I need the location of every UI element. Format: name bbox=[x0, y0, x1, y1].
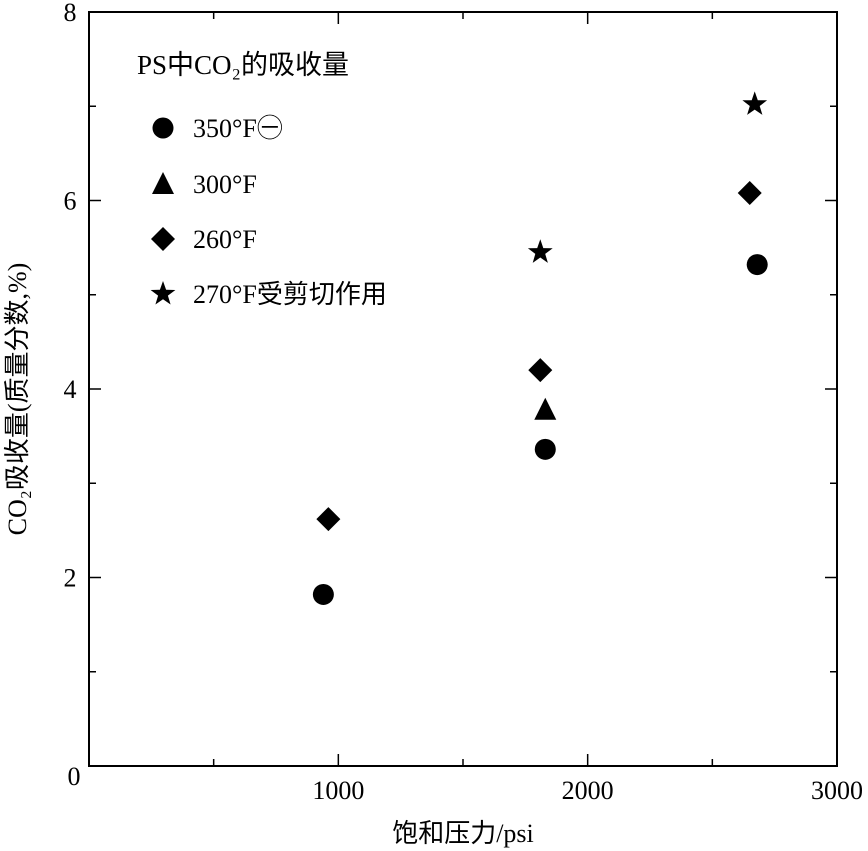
circle-marker bbox=[312, 583, 334, 605]
diamond-marker bbox=[528, 358, 553, 383]
circle-marker bbox=[534, 438, 556, 460]
tick-labels: 1000 2000 3000 0 2 4 6 8 bbox=[64, 0, 864, 805]
legend-label: 300°F bbox=[193, 170, 257, 199]
diamond-marker bbox=[151, 227, 175, 251]
origin-tick-label: 0 bbox=[68, 762, 81, 791]
x-tick-label: 2000 bbox=[562, 776, 614, 805]
star-marker bbox=[150, 281, 176, 305]
y-tick-label: 8 bbox=[64, 0, 77, 27]
triangle-marker bbox=[152, 172, 174, 194]
y-axis-title: CO₂吸收量(质量分数,%) bbox=[3, 263, 32, 536]
data-points bbox=[312, 91, 768, 605]
axis-ticks bbox=[89, 12, 837, 766]
y-tick-label: 2 bbox=[64, 564, 77, 593]
legend-label: 270°F受剪切作用 bbox=[193, 280, 387, 309]
y-tick-label: 6 bbox=[64, 187, 77, 216]
y-tick-label: 4 bbox=[64, 375, 77, 404]
star-marker bbox=[742, 91, 768, 115]
diamond-marker bbox=[737, 180, 762, 205]
legend-title: PS中CO₂的吸收量 bbox=[137, 50, 349, 80]
x-tick-label: 3000 bbox=[811, 776, 863, 805]
star-marker bbox=[527, 239, 553, 263]
circle-marker bbox=[152, 117, 174, 139]
circle-marker bbox=[746, 254, 768, 276]
x-tick-label: 1000 bbox=[312, 776, 364, 805]
x-axis-title: 饱和压力/psi bbox=[392, 819, 534, 848]
legend-label: 260°F bbox=[193, 225, 257, 254]
legend-label: 350°F㊀ bbox=[193, 114, 283, 143]
triangle-marker bbox=[534, 397, 557, 420]
diamond-marker bbox=[316, 507, 341, 532]
legend: PS中CO₂的吸收量 350°F㊀ 300°F 260°F 270°F受剪切作用 bbox=[137, 50, 387, 309]
